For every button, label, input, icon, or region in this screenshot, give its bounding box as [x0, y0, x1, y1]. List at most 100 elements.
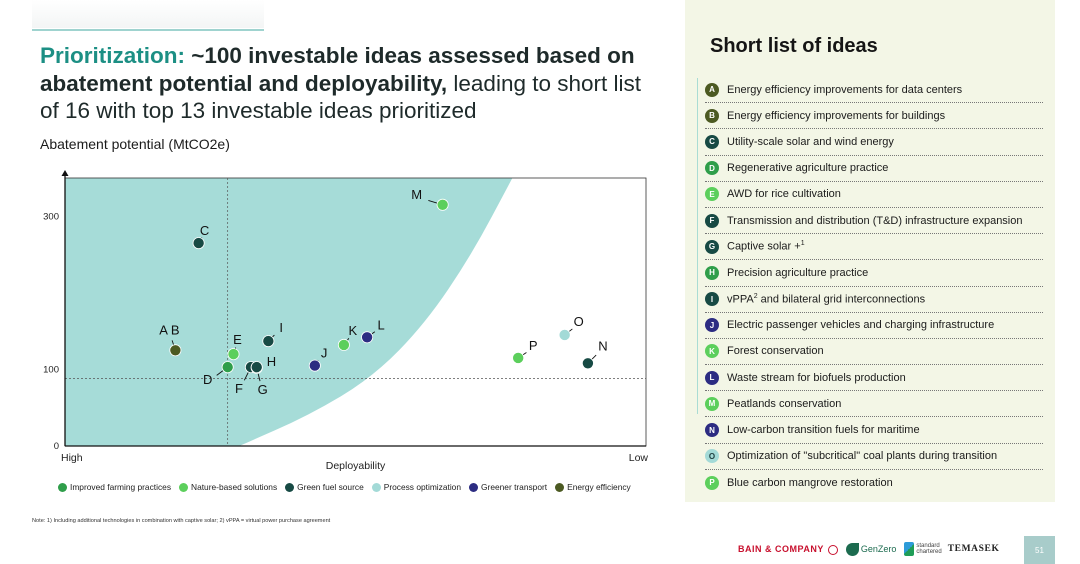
idea-item-a: A Energy efficiency improvements for data…: [705, 77, 1043, 104]
idea-badge: E: [705, 187, 719, 202]
data-point-l: [361, 331, 374, 344]
data-label: O: [574, 314, 584, 329]
idea-badge: D: [705, 161, 719, 176]
bain-logo: BAIN & COMPANY: [738, 544, 824, 554]
legend-label: Energy efficiency: [567, 482, 631, 492]
idea-item-d: D Regenerative agriculture practice: [705, 156, 1043, 182]
idea-list: A Energy efficiency improvements for data…: [705, 77, 1043, 496]
idea-text: Optimization of "subcritical" coal plant…: [727, 450, 998, 463]
standard-chartered-icon: [904, 542, 915, 556]
page-title: Prioritization: ~100 investable ideas as…: [40, 42, 660, 125]
data-label: L: [378, 317, 385, 332]
idea-text: Energy efficiency improvements for data …: [727, 83, 963, 96]
legend-item: Greener transport: [469, 482, 547, 492]
idea-badge: O: [705, 449, 719, 464]
chart-legend: Improved farming practices Nature-based s…: [58, 482, 639, 492]
idea-item-e: E AWD for rice cultivation: [705, 182, 1043, 208]
idea-badge: L: [705, 370, 719, 385]
idea-badge: H: [705, 265, 719, 280]
idea-text: Electric passenger vehicles and charging…: [727, 319, 995, 332]
data-point-m: [436, 198, 449, 211]
genzero-leaf-icon: [845, 542, 859, 556]
title-accent: Prioritization:: [40, 43, 185, 68]
idea-text: AWD for rice cultivation: [727, 188, 841, 201]
idea-item-l: L Waste stream for biofuels production: [705, 365, 1043, 392]
x-axis-label: Deployability: [326, 460, 386, 472]
idea-text: Blue carbon mangrove restoration: [727, 476, 893, 489]
data-point-o: [558, 328, 571, 341]
list-connector-line: [697, 78, 698, 414]
y-tick-label: 0: [54, 441, 59, 452]
idea-badge: P: [705, 475, 719, 490]
idea-badge: B: [705, 108, 719, 123]
idea-item-c: C Utility-scale solar and wind energy: [705, 129, 1043, 156]
idea-text: Regenerative agriculture practice: [727, 162, 889, 175]
data-point-n: [581, 357, 594, 370]
legend-item: Process optimization: [371, 482, 462, 492]
top-fade: [32, 0, 264, 28]
deployable-region: [65, 178, 513, 446]
data-point-j: [308, 359, 321, 372]
data-point-p: [512, 351, 525, 364]
sc-line2: chartered: [916, 549, 942, 555]
data-point-h: [250, 361, 263, 374]
idea-badge: K: [705, 344, 719, 359]
idea-text: Transmission and distribution (T&D) infr…: [727, 214, 1023, 227]
bain-mark-icon: [827, 545, 838, 555]
legend-item: Nature-based solutions: [179, 482, 277, 492]
data-label: E: [233, 332, 242, 347]
idea-item-f: F Transmission and distribution (T&D) inf…: [705, 208, 1043, 235]
title-bold: ~100 investable ideas assessed based on …: [40, 43, 635, 96]
data-point-d: [221, 361, 234, 374]
legend-dot: [555, 482, 565, 492]
legend-dot: [469, 482, 479, 492]
data-label: H: [267, 354, 276, 369]
legend-dot: [285, 482, 295, 492]
idea-badge: J: [705, 318, 719, 333]
x-tick-label-low: Low: [629, 452, 649, 464]
legend-label: Process optimization: [383, 482, 462, 492]
idea-item-h: H Precision agriculture practice: [705, 260, 1043, 287]
idea-badge: M: [705, 396, 719, 411]
legend-item: Energy efficiency: [555, 482, 631, 492]
short-list-title: Short list of ideas: [710, 35, 878, 57]
idea-item-o: O Optimization of "subcritical" coal plan…: [705, 444, 1043, 470]
standard-chartered-logo: standard chartered: [904, 542, 942, 556]
idea-text: Forest conservation: [727, 345, 824, 358]
legend-label: Nature-based solutions: [191, 482, 278, 492]
legend-item: Green fuel source: [285, 482, 364, 492]
idea-text: Peatlands conservation: [727, 397, 842, 410]
idea-item-g: G Captive solar +1: [705, 234, 1043, 261]
y-axis-label: Abatement potential (MtCO2e): [40, 136, 230, 152]
idea-item-n: N Low-carbon transition fuels for maritim…: [705, 417, 1043, 444]
idea-item-m: M Peatlands conservation: [705, 391, 1043, 418]
title-rest: leading to short list of 16 with top 13 …: [40, 70, 642, 124]
data-label: G: [258, 382, 268, 397]
idea-item-j: J Electric passenger vehicles and chargin…: [705, 313, 1043, 339]
data-label: J: [321, 346, 328, 361]
legend-item: Improved farming practices: [58, 482, 171, 492]
data-label: C: [200, 223, 209, 238]
idea-text: Waste stream for biofuels production: [727, 371, 906, 384]
y-tick-label: 300: [43, 211, 59, 222]
footnote: Note: 1) Including additional technologi…: [32, 518, 331, 524]
temasek-logo: TEMASEK: [947, 544, 1000, 554]
legend-label: Greener transport: [481, 482, 548, 492]
idea-badge: I: [705, 292, 719, 307]
y-tick-label: 100: [43, 364, 59, 375]
idea-text: Low-carbon transition fuels for maritime: [727, 424, 920, 437]
legend-dot: [371, 482, 381, 492]
data-point-e: [227, 348, 240, 361]
data-label: I: [279, 320, 283, 335]
data-label: N: [598, 338, 607, 353]
idea-badge: F: [705, 213, 719, 228]
idea-badge: A: [705, 82, 719, 97]
idea-text: Precision agriculture practice: [727, 266, 869, 279]
data-label: P: [529, 338, 538, 353]
genzero-text: GenZero: [860, 544, 897, 554]
data-point-ab: [169, 344, 182, 357]
idea-text: vPPA2 and bilateral grid interconnection…: [727, 292, 926, 306]
data-point-k: [337, 338, 350, 351]
footer-logos: BAIN & COMPANY GenZero standard chartere…: [738, 540, 999, 558]
